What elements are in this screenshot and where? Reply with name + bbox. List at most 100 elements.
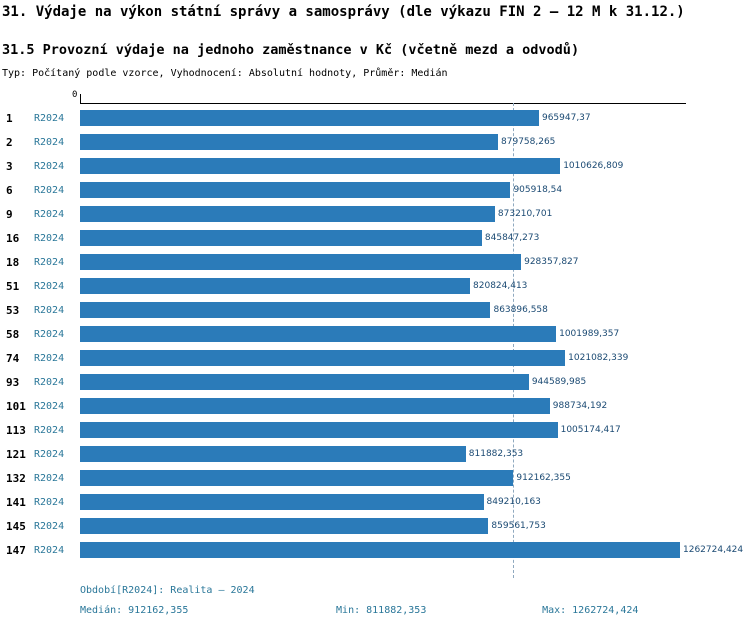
value-bar	[80, 110, 539, 126]
row-rank-label: 53	[6, 303, 20, 317]
row-series-label: R2024	[34, 376, 65, 388]
value-bar	[80, 446, 466, 462]
row-rank-label: 132	[6, 471, 26, 485]
row-rank-label: 58	[6, 327, 20, 341]
row-series-label: R2024	[34, 280, 65, 292]
row-rank-label: 113	[6, 423, 26, 437]
value-bar	[80, 230, 482, 246]
row-rank-label: 93	[6, 375, 20, 389]
row-series-label: R2024	[34, 352, 65, 364]
row-series-label: R2024	[34, 112, 65, 124]
value-bar	[80, 326, 557, 342]
value-bar	[80, 158, 561, 174]
bar-value-label: 988734,192	[552, 401, 608, 411]
row-rank-label: 145	[6, 519, 26, 533]
axis-zero-tick	[80, 94, 81, 103]
chart-row: 145 R2024 859561,753	[0, 514, 750, 538]
chart-row: 121 R2024 811882,353	[0, 442, 750, 466]
chart-meta-line: Typ: Počítaný podle vzorce, Vyhodnocení:…	[2, 68, 448, 79]
bar-value-label: 863896,558	[493, 305, 548, 315]
bar-value-label: 1021082,339	[568, 353, 629, 363]
bar-value-label: 928357,827	[524, 257, 579, 267]
row-rank-label: 141	[6, 495, 26, 509]
row-rank-label: 6	[6, 183, 13, 197]
row-rank-label: 121	[6, 447, 26, 461]
chart-row: 74 R2024 1021082,339	[0, 346, 750, 370]
row-series-label: R2024	[34, 136, 65, 148]
chart-row: 16 R2024 845847,273	[0, 226, 750, 250]
row-series-label: R2024	[34, 256, 65, 268]
row-rank-label: 3	[6, 159, 13, 173]
chart-row: 93 R2024 944589,985	[0, 370, 750, 394]
chart-row: 101 R2024 988734,192	[0, 394, 750, 418]
row-rank-label: 101	[6, 399, 26, 413]
chart-subtitle: 31.5 Provozní výdaje na jednoho zaměstna…	[2, 42, 580, 58]
value-bar	[80, 302, 491, 318]
row-series-label: R2024	[34, 448, 65, 460]
row-series-label: R2024	[34, 328, 65, 340]
bar-value-label: 1010626,809	[563, 161, 624, 171]
bar-value-label: 1001989,357	[559, 329, 620, 339]
bar-chart: 0 1 R2024 965947,37 2 R2024 879758,265 3 R2024 1…	[0, 90, 750, 582]
chart-row: 53 R2024 863896,558	[0, 298, 750, 322]
chart-row: 1 R2024 965947,37	[0, 106, 750, 130]
chart-rows: 1 R2024 965947,37 2 R2024 879758,265 3 R2024 101…	[0, 106, 750, 562]
value-bar	[80, 206, 495, 222]
value-bar	[80, 542, 680, 558]
bar-value-label: 820824,413	[473, 281, 528, 291]
row-rank-label: 51	[6, 279, 20, 293]
value-bar	[80, 182, 511, 198]
min-stat: Min: 811882,353	[336, 605, 427, 616]
bar-value-label: 1262724,424	[683, 545, 744, 555]
summary-stats: Medián: 912162,355 Min: 811882,353 Max: …	[80, 605, 638, 616]
bar-value-label: 944589,985	[531, 377, 587, 387]
bar-value-label: 1005174,417	[560, 425, 621, 435]
row-series-label: R2024	[34, 472, 65, 484]
max-stat: Max: 1262724,424	[542, 605, 639, 616]
row-series-label: R2024	[34, 520, 65, 532]
bar-value-label: 965947,37	[541, 113, 591, 123]
median-stat: Medián: 912162,355	[80, 605, 189, 616]
chart-row: 51 R2024 820824,413	[0, 274, 750, 298]
value-bar	[80, 254, 522, 270]
bar-value-label: 811882,353	[468, 449, 524, 459]
row-series-label: R2024	[34, 544, 65, 556]
row-series-label: R2024	[34, 304, 65, 316]
bar-value-label: 912162,355	[516, 473, 571, 483]
chart-row: 141 R2024 849210,163	[0, 490, 750, 514]
row-rank-label: 18	[6, 255, 20, 269]
chart-row: 58 R2024 1001989,357	[0, 322, 750, 346]
value-bar	[80, 422, 558, 438]
row-series-label: R2024	[34, 496, 65, 508]
row-series-label: R2024	[34, 400, 65, 412]
value-bar	[80, 494, 484, 510]
bar-value-label: 905918,54	[513, 185, 563, 195]
axis-zero-label: 0	[72, 90, 78, 100]
chart-row: 3 R2024 1010626,809	[0, 154, 750, 178]
row-rank-label: 2	[6, 135, 13, 149]
bar-value-label: 879758,265	[501, 137, 556, 147]
row-series-label: R2024	[34, 424, 65, 436]
row-rank-label: 9	[6, 207, 13, 221]
row-series-label: R2024	[34, 160, 65, 172]
chart-row: 2 R2024 879758,265	[0, 130, 750, 154]
value-bar	[80, 134, 499, 150]
chart-row: 132 R2024 912162,355	[0, 466, 750, 490]
row-rank-label: 16	[6, 231, 20, 245]
row-series-label: R2024	[34, 184, 65, 196]
bar-value-label: 845847,273	[484, 233, 540, 243]
chart-row: 147 R2024 1262724,424	[0, 538, 750, 562]
bar-value-label: 859561,753	[491, 521, 546, 531]
axis-top-line	[80, 103, 686, 104]
value-bar	[80, 374, 529, 390]
chart-row: 6 R2024 905918,54	[0, 178, 750, 202]
value-bar	[80, 518, 489, 534]
bar-value-label: 849210,163	[486, 497, 541, 507]
value-bar	[80, 278, 471, 294]
period-label: Období[R2024]: Realita – 2024	[80, 585, 255, 596]
value-bar	[80, 398, 550, 414]
row-series-label: R2024	[34, 232, 65, 244]
chart-row: 113 R2024 1005174,417	[0, 418, 750, 442]
bar-value-label: 873210,701	[497, 209, 553, 219]
